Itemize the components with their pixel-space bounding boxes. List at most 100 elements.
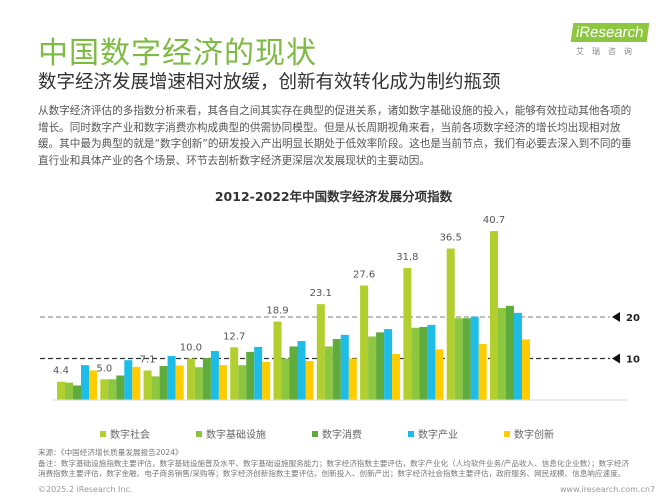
legend-swatch (100, 430, 106, 437)
bar-数字产业-2012 (81, 365, 89, 400)
bar-数字消费-2021 (462, 318, 471, 400)
bar-数字社会-2019 (360, 285, 369, 400)
legend-item: 数字社会 (100, 426, 150, 441)
data-label: 40.7 (483, 215, 505, 226)
legend-swatch (312, 430, 318, 437)
footnote: 来源：《中国经济增长质量发展报告2024》 备注：数字基础设施指数主要评估，数字… (38, 448, 636, 480)
data-label: 36.5 (440, 233, 462, 244)
legend-label: 数字基础设施 (206, 430, 266, 441)
legend-item: 数字消费 (312, 426, 362, 441)
reference-label: 20 (626, 313, 640, 324)
note-text: 备注：数字基础设施指数主要评估，数字基础设施普及水平、数字基础设施服务能力；数字… (38, 458, 630, 479)
bar-数字社会-2014 (143, 370, 152, 400)
bar-数字产业-2015 (210, 351, 219, 400)
bar-数字社会-2017 (273, 321, 282, 400)
bar-数字基础设施-2022 (498, 307, 506, 400)
data-label: 18.9 (266, 306, 288, 317)
website-link[interactable]: www.iresearch.com.cn (560, 485, 650, 494)
legend-item: 数字创新 (504, 426, 554, 441)
bar-数字创新-2015 (218, 365, 227, 400)
bar-数字基础设施-2019 (368, 336, 377, 400)
legend-swatch (196, 430, 202, 437)
data-label: 5.0 (96, 363, 112, 374)
bar-数字基础设施-2021 (454, 318, 463, 400)
legend-label: 数字产业 (418, 430, 458, 441)
bar-数字基础设施-2013 (108, 379, 117, 400)
bar-数字基础设施-2020 (411, 327, 420, 400)
bar-数字社会-2018 (316, 304, 325, 400)
iresearch-logo: iResearch 艾瑞咨询 (570, 22, 652, 57)
source-text: 来源：《中国经济增长质量发展报告2024》 (38, 448, 183, 457)
legend-item: 数字基础设施 (196, 426, 266, 441)
bar-数字基础设施-2014 (151, 376, 160, 400)
bar-数字社会-2012 (57, 381, 65, 400)
logo-word: iResearch (570, 23, 649, 42)
bar-数字创新-2013 (132, 366, 141, 400)
bar-数字创新-2020 (435, 349, 444, 400)
bar-数字社会-2015 (186, 358, 195, 400)
bar-数字基础设施-2012 (65, 382, 73, 400)
bar-数字基础设施-2017 (281, 358, 290, 400)
bar-数字社会-2021 (446, 248, 455, 400)
bar-数字消费-2014 (159, 365, 168, 400)
bar-数字产业-2016 (254, 346, 263, 400)
bar-数字创新-2012 (89, 370, 97, 400)
bar-chart: 10 20 4.4 5.0 7.1 10.0 12.7 18.9 23.1 27.6 31.8 36.… (40, 215, 640, 401)
logo-sub: 艾瑞咨询 (576, 47, 640, 56)
bar-数字基础设施-2018 (324, 346, 333, 400)
bar-数字社会-2013 (100, 379, 109, 400)
bar-数字消费-2018 (332, 338, 341, 400)
chart-legend: 数字社会 数字基础设施 数字消费 数字产业 数字创新 (100, 426, 600, 441)
data-label: 23.1 (310, 288, 332, 299)
bar-数字产业-2022 (514, 312, 522, 400)
bar-数字基础设施-2015 (194, 367, 203, 400)
bar-数字创新-2019 (392, 353, 401, 400)
page-title: 中国数字经济的现状 (38, 36, 317, 71)
reference-label: 10 (626, 355, 640, 366)
bar-数字创新-2018 (348, 358, 357, 400)
data-label: 12.7 (223, 331, 245, 342)
data-label: 27.6 (353, 269, 375, 280)
bar-数字产业-2021 (470, 316, 479, 400)
legend-item: 数字产业 (408, 426, 458, 441)
bar-数字消费-2020 (419, 326, 428, 400)
bar-数字消费-2012 (73, 385, 81, 400)
legend-swatch (504, 430, 510, 437)
legend-label: 数字消费 (322, 430, 362, 441)
chart-title: 2012-2022年中国数字经济发展分项指数 (214, 189, 453, 204)
bar-数字产业-2017 (297, 341, 306, 400)
bar-数字社会-2022 (490, 231, 498, 400)
copyright: ©2025.2 iResearch Inc. (38, 485, 133, 494)
bar-数字社会-2020 (403, 268, 412, 400)
bar-数字创新-2017 (305, 360, 314, 400)
bar-数字基础设施-2016 (238, 365, 247, 400)
reference-arrow-icon (612, 353, 620, 364)
data-label: 10.0 (180, 343, 202, 354)
bar-数字消费-2016 (246, 351, 255, 400)
legend-label: 数字社会 (110, 430, 150, 441)
bar-数字消费-2019 (376, 332, 385, 400)
bar-数字产业-2020 (427, 324, 436, 400)
data-label: 4.4 (53, 366, 69, 377)
bar-数字创新-2022 (522, 339, 530, 400)
bar-数字产业-2019 (384, 329, 393, 400)
legend-label: 数字创新 (514, 430, 554, 441)
bar-数字消费-2017 (289, 346, 298, 400)
bar-数字产业-2013 (124, 360, 133, 400)
bar-数字社会-2016 (230, 347, 239, 400)
bar-数字消费-2022 (506, 305, 514, 400)
bar-数字创新-2016 (262, 361, 271, 400)
bar-数字创新-2021 (478, 343, 487, 400)
legend-swatch (408, 430, 414, 437)
body-paragraph: 从数字经济评估的多指数分析来看，其各自之间其实存在典型的促进关系，诸如数字基础设… (38, 105, 632, 167)
bar-数字消费-2015 (202, 358, 211, 400)
reference-arrow-icon (612, 312, 620, 322)
bar-数字产业-2018 (340, 334, 349, 400)
bar-数字产业-2014 (167, 356, 176, 400)
data-label: 7.1 (140, 355, 156, 366)
bar-数字创新-2014 (175, 365, 184, 400)
data-label: 31.8 (396, 252, 418, 263)
bar-数字消费-2013 (116, 375, 125, 400)
page-number: 7 (650, 485, 656, 494)
